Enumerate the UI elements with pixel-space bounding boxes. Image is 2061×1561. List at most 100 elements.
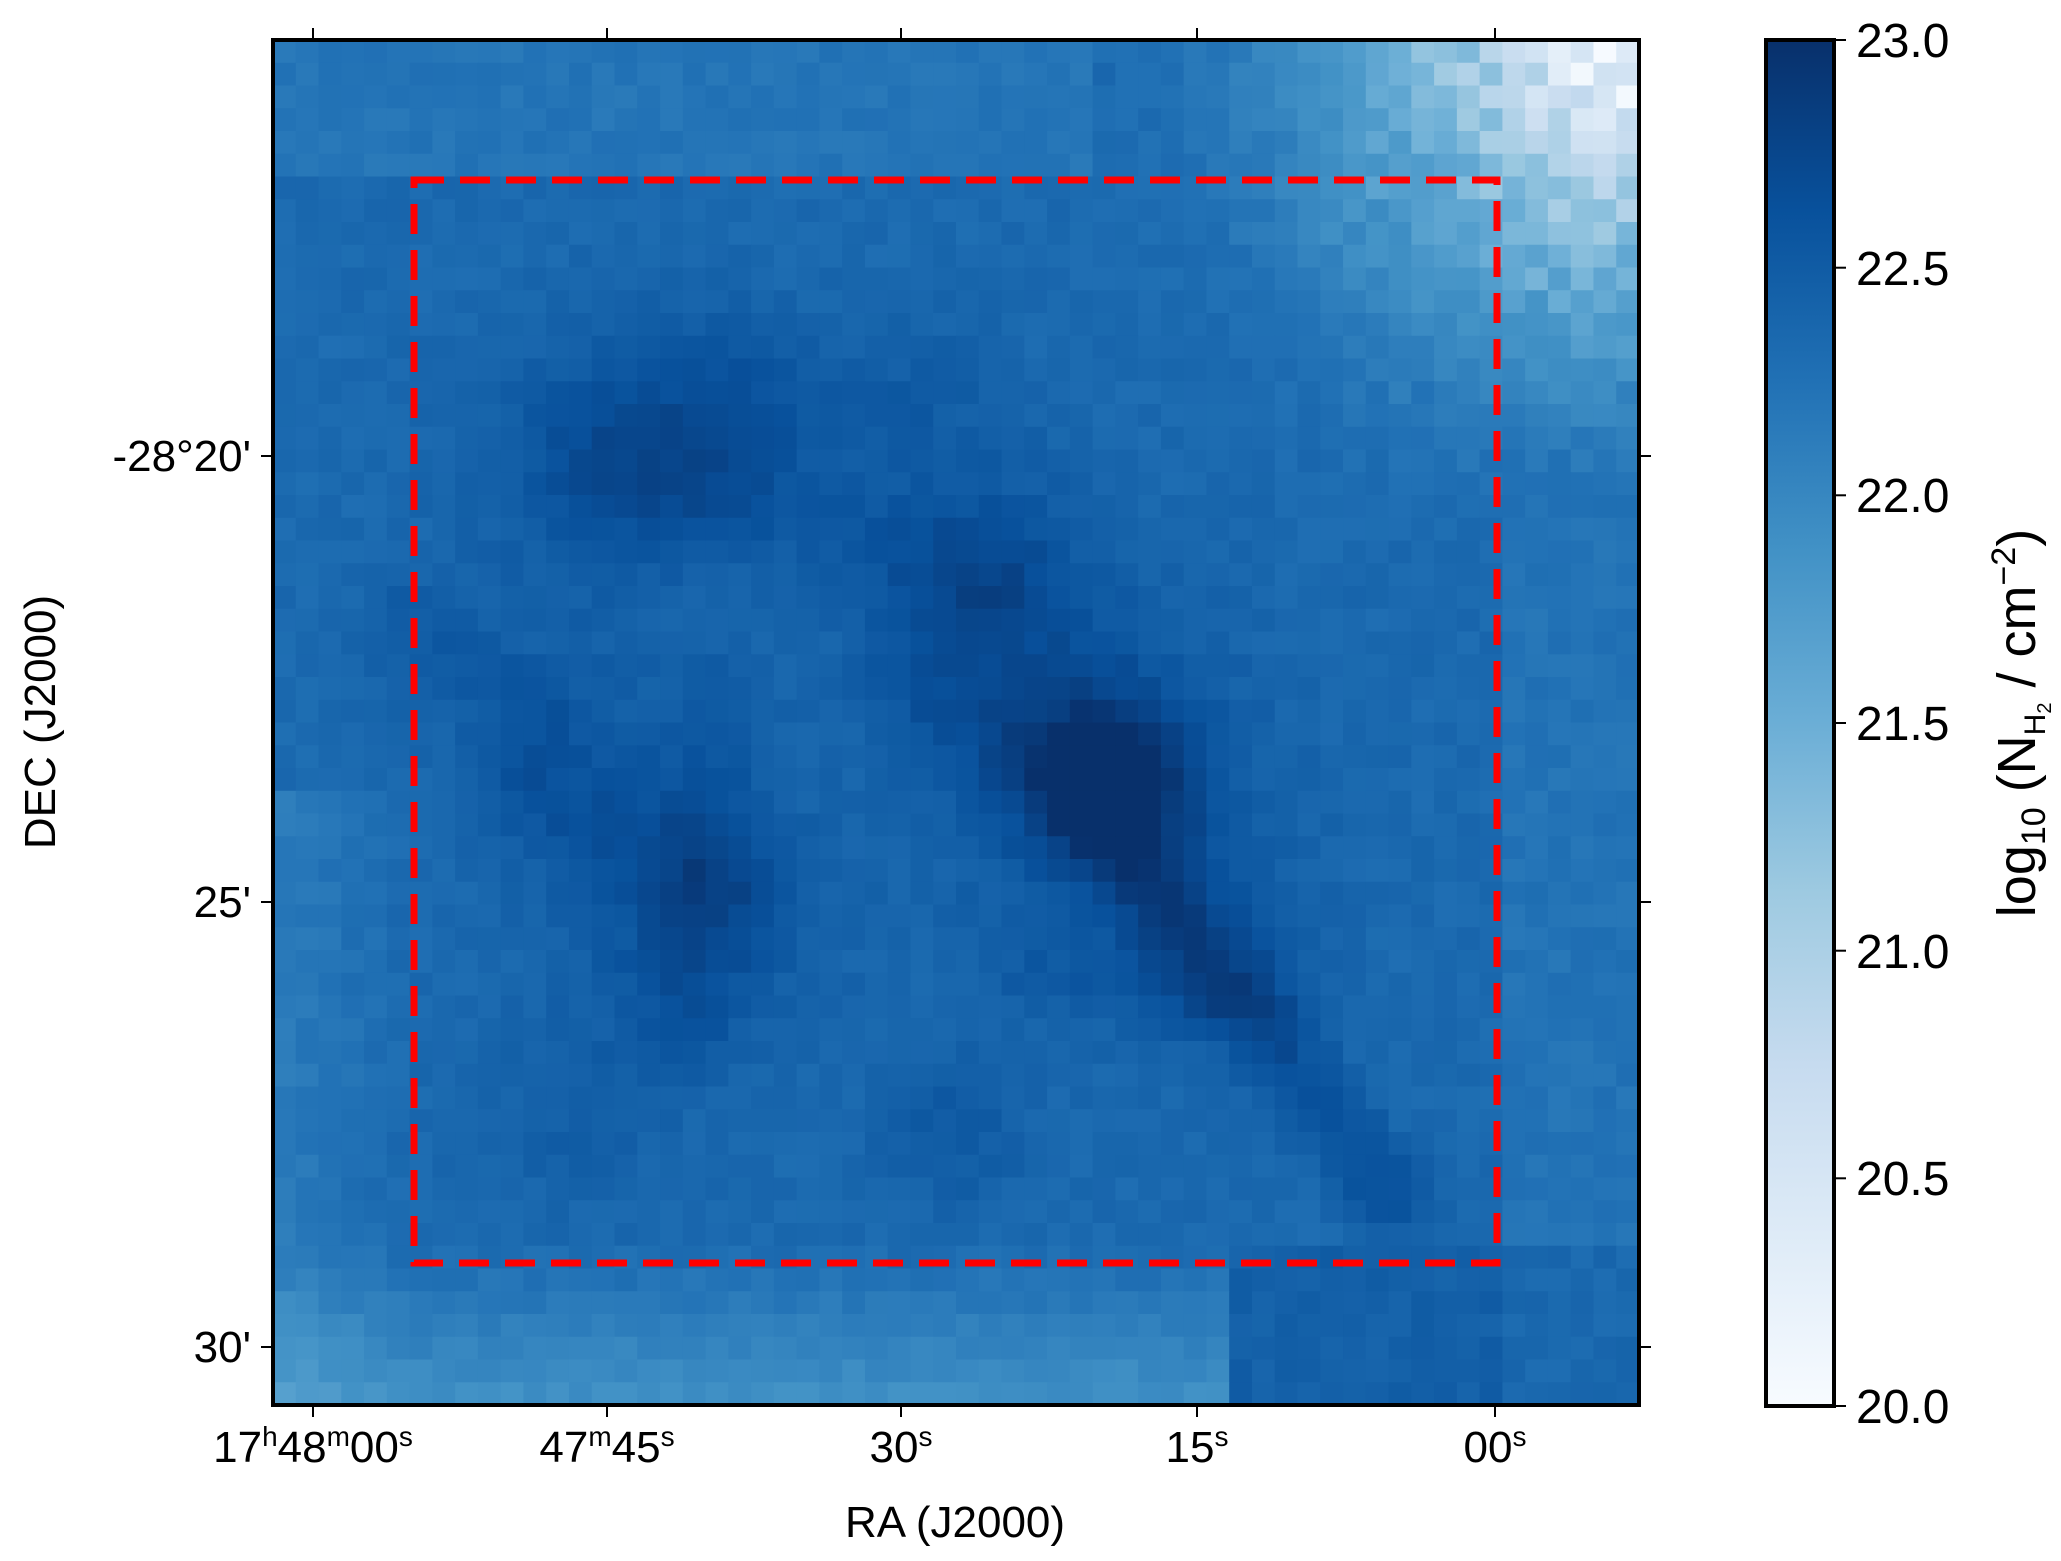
heatmap-cell <box>1434 244 1458 269</box>
heatmap-cell <box>1229 290 1253 314</box>
heatmap-cell <box>1434 358 1458 382</box>
heatmap-cell <box>455 199 479 223</box>
heatmap-cell <box>773 495 798 519</box>
heatmap-cell <box>1434 904 1458 928</box>
heatmap-cell <box>318 768 342 792</box>
heatmap-cell <box>887 131 912 155</box>
heatmap-cell <box>500 108 525 132</box>
heatmap-cell <box>1115 495 1139 519</box>
heatmap-cell <box>1297 722 1321 746</box>
heatmap-cell <box>1593 813 1617 837</box>
heatmap-cell <box>500 950 525 974</box>
heatmap-cell <box>1343 472 1367 496</box>
heatmap-cell <box>1092 244 1116 269</box>
heatmap-cell <box>1593 244 1617 269</box>
heatmap-cell <box>1115 677 1139 701</box>
heatmap-cell <box>682 972 707 997</box>
heatmap-cell <box>1229 859 1253 883</box>
heatmap-cell <box>1593 1063 1617 1088</box>
heatmap-cell <box>591 699 616 724</box>
heatmap-cell <box>1229 381 1253 405</box>
heatmap-cell <box>1138 517 1162 542</box>
heatmap-cell <box>1616 267 1639 291</box>
heatmap-cell <box>1092 131 1116 155</box>
heatmap-cell <box>751 790 775 815</box>
heatmap-cell <box>341 1109 365 1133</box>
heatmap-cell <box>682 358 707 382</box>
heatmap-cell <box>660 631 684 655</box>
heatmap-cell <box>1024 1041 1048 1065</box>
heatmap-cell <box>1092 335 1116 360</box>
heatmap-cell <box>1320 995 1344 1019</box>
heatmap-cell <box>1206 1041 1230 1065</box>
heatmap-cell <box>341 1154 365 1179</box>
heatmap-cell <box>1434 1336 1458 1361</box>
heatmap-cell <box>773 745 798 769</box>
heatmap-cell <box>546 1223 570 1247</box>
heatmap-cell <box>1343 836 1367 860</box>
heatmap-cell <box>341 768 365 792</box>
heatmap-cell <box>1343 517 1367 542</box>
heatmap-cell <box>660 40 684 64</box>
heatmap-cell <box>591 1041 616 1065</box>
heatmap-cell <box>1320 608 1344 633</box>
heatmap-cell <box>773 1382 798 1405</box>
heatmap-cell <box>956 131 980 155</box>
heatmap-cell <box>1115 995 1139 1019</box>
heatmap-cell <box>1274 1063 1299 1088</box>
heatmap-cell <box>864 426 889 451</box>
heatmap-cell <box>295 1041 320 1065</box>
heatmap-cell <box>500 131 525 155</box>
heatmap-cell <box>1160 358 1185 382</box>
heatmap-cell <box>1593 745 1617 769</box>
heatmap-cell <box>773 1291 798 1315</box>
heatmap-cell <box>409 85 433 109</box>
heatmap-cell <box>660 927 684 951</box>
heatmap-cell <box>956 335 980 360</box>
heatmap-cell <box>682 1154 707 1179</box>
heatmap-cell <box>751 1063 775 1088</box>
heatmap-cell <box>682 608 707 633</box>
heatmap-cell <box>546 1063 570 1088</box>
heatmap-cell <box>751 199 775 223</box>
heatmap-cell <box>1206 85 1230 109</box>
heatmap-cell <box>1570 1041 1595 1065</box>
heatmap-cell <box>910 745 934 769</box>
heatmap-cell <box>1343 859 1367 883</box>
heatmap-cell <box>910 927 934 951</box>
heatmap-cell <box>751 904 775 928</box>
heatmap-cell <box>364 677 388 701</box>
heatmap-cell <box>295 199 320 223</box>
heatmap-cell <box>1047 586 1071 610</box>
heatmap-cell <box>1570 813 1595 837</box>
heatmap-cell <box>705 1291 729 1315</box>
heatmap-cell <box>386 244 411 269</box>
heatmap-cell <box>705 335 729 360</box>
heatmap-cell <box>455 1314 479 1338</box>
heatmap-cell <box>1297 40 1321 64</box>
heatmap-cell <box>1206 1382 1230 1405</box>
heatmap-cell <box>1115 222 1139 246</box>
heatmap-cell <box>956 1336 980 1361</box>
heatmap-cell <box>910 1359 934 1383</box>
heatmap-cell <box>455 1041 479 1065</box>
heatmap-cell <box>933 813 957 837</box>
heatmap-cell <box>1456 449 1481 473</box>
heatmap-cell <box>295 313 320 337</box>
heatmap-cell <box>341 927 365 951</box>
heatmap-cell <box>386 495 411 519</box>
heatmap-cell <box>1343 1086 1367 1110</box>
heatmap-cell <box>1320 404 1344 428</box>
heatmap-cell <box>1616 972 1639 997</box>
heatmap-cell <box>728 1177 752 1201</box>
heatmap-cell <box>1047 244 1071 269</box>
heatmap-cell <box>1434 1359 1458 1383</box>
heatmap-cell <box>978 1177 1003 1201</box>
heatmap-cell <box>1547 654 1572 678</box>
heatmap-cell <box>1115 1154 1139 1179</box>
heatmap-cell <box>728 199 752 223</box>
heatmap-cell <box>546 881 570 906</box>
heatmap-cell <box>455 335 479 360</box>
heatmap-cell <box>591 335 616 360</box>
heatmap-cell <box>1320 859 1344 883</box>
